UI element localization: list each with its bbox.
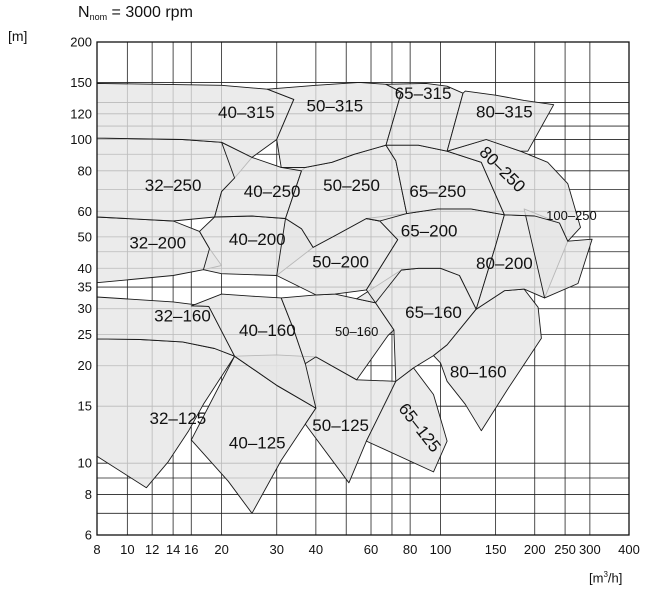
y-tick-label: 10 [78,456,92,471]
x-tick-label: 400 [618,542,640,557]
x-axis-label: [m3/h] [589,570,622,585]
pump-area-label: 80–315 [476,102,533,121]
pump-area-label: 80–160 [450,362,507,381]
x-axis-label-sup: 3 [603,570,608,579]
y-tick-label: 8 [85,487,92,502]
title-main: N [78,4,90,21]
pump-area-label: 65–315 [395,84,452,103]
y-tick-label: 120 [70,106,92,121]
y-tick-label: 20 [78,358,92,373]
x-tick-label: 10 [120,542,134,557]
pump-area-label: 40–160 [239,321,296,340]
x-axis-label-post: /h] [607,570,623,586]
x-tick-label: 150 [485,542,507,557]
pump-area-label: 65–250 [409,182,466,201]
x-tick-label: 60 [364,542,378,557]
pump-area-label: 40–315 [218,103,275,122]
pump-area-label: 50–200 [312,252,369,271]
pump-area-label: 65–160 [405,303,462,322]
y-tick-label: 100 [70,132,92,147]
x-tick-label: 14 [166,542,180,557]
y-tick-label: 150 [70,75,92,90]
x-tick-label: 300 [579,542,601,557]
pump-area-label: 32–200 [129,234,186,253]
pump-area-label: 32–125 [150,409,207,428]
pump-area-label: 100–250 [546,208,597,223]
pump-area-label: 50–315 [307,97,364,116]
x-tick-label: 16 [184,542,198,557]
pump-area [446,90,555,152]
y-tick-label: 15 [78,399,92,414]
chart-title: Nnom = 3000 rpm [78,4,193,22]
y-axis-label: [m] [8,28,28,44]
pump-area-label: 50–125 [312,416,369,435]
y-tick-label: 60 [78,204,92,219]
y-tick-label: 6 [85,528,92,543]
pump-areas [96,81,593,514]
plot-frame [96,41,630,536]
x-tick-label: 40 [309,542,323,557]
pump-area-label: 40–125 [229,433,286,452]
x-tick-label: 12 [145,542,159,557]
pump-area-label: 65–200 [401,221,458,240]
pump-area-label: 50–160 [335,324,378,339]
x-tick-label: 30 [270,542,284,557]
x-axis-label-pre: [m [589,570,604,586]
x-tick-label: 250 [554,542,576,557]
title-subscript: nom [89,12,108,22]
y-tick-labels: 6 8 10 15 20 25 30 35 40 50 60 80 100 120 150 200 [70,35,92,543]
y-tick-label: 30 [78,301,92,316]
pump-area-label: 32–250 [145,176,202,195]
pump-area [96,82,295,158]
y-tick-label: 40 [78,261,92,276]
x-tick-label: 8 [93,542,100,557]
x-tick-labels: 8 10 12 14 16 20 30 40 60 80 100 150 200 250 300 400 [93,542,639,557]
plot-border [96,41,630,536]
x-tick-label: 200 [524,542,546,557]
x-tick-label: 20 [214,542,228,557]
x-tick-label: 80 [403,542,417,557]
x-tick-label: 100 [430,542,452,557]
pump-area [96,296,236,357]
y-tick-label: 80 [78,163,92,178]
pump-area-label: 80–200 [476,254,533,273]
y-tick-label: 50 [78,229,92,244]
title-rest: = 3000 rpm [107,4,193,21]
y-tick-label: 35 [78,280,92,295]
pump-area-label: 40–200 [229,230,286,249]
pump-area-label: 40–250 [244,182,301,201]
pump-area-label: 32–160 [154,306,211,325]
pump-area [266,81,402,168]
y-tick-label: 25 [78,327,92,342]
y-tick-label: 200 [70,35,92,50]
pump-area-label: 50–250 [323,176,380,195]
